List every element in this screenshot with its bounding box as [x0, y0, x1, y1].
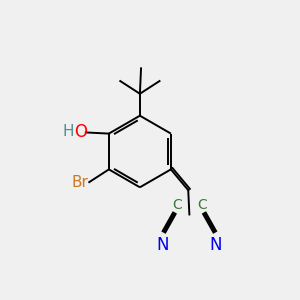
Text: O: O	[74, 123, 87, 141]
Text: Br: Br	[72, 175, 89, 190]
Text: H: H	[62, 124, 74, 139]
Text: C: C	[197, 198, 207, 212]
Text: N: N	[210, 236, 222, 254]
Text: C: C	[172, 198, 182, 212]
Text: N: N	[157, 236, 169, 254]
